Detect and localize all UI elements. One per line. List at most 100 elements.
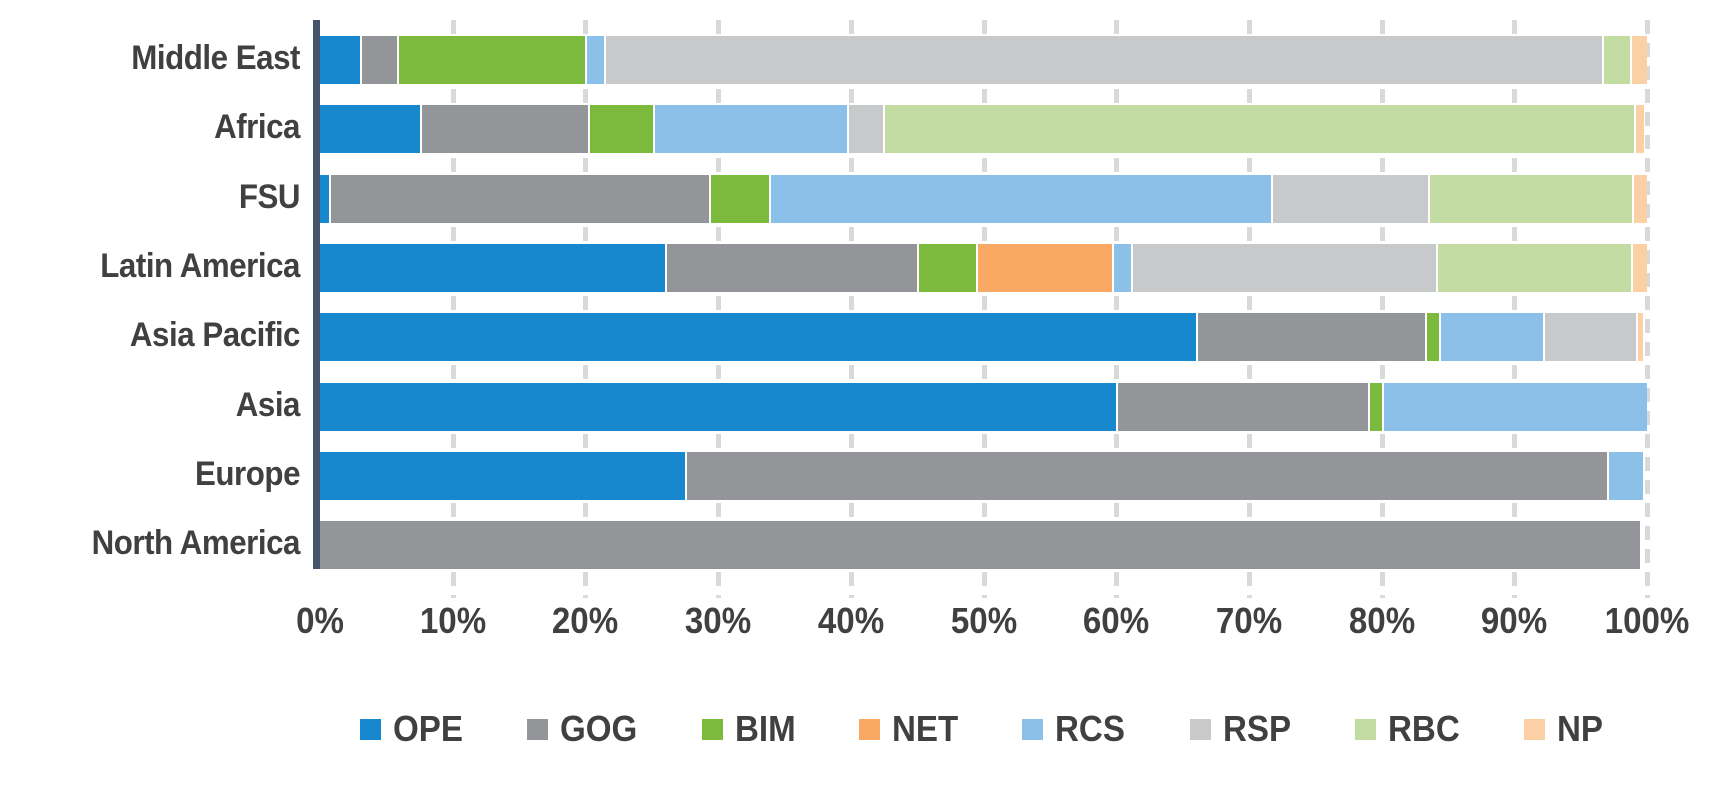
bar-segment-gog: [1116, 382, 1369, 431]
bar-row-latin-america: [320, 243, 1647, 292]
x-tick-label-0: 0%: [296, 600, 344, 641]
gridline-50: [981, 20, 987, 598]
legend-marker-icon: [1354, 718, 1376, 740]
legend-item-bim: BIM: [702, 708, 801, 750]
bar-row-africa: [320, 105, 1647, 154]
bar-segment-ope: [320, 451, 685, 500]
x-tick-label-50: 50%: [950, 600, 1017, 641]
bar-segment-ope: [320, 36, 360, 84]
bar-segment-bim: [708, 174, 769, 223]
bar-segment-rcs: [1438, 313, 1544, 362]
bar-segment-rcs: [653, 105, 847, 154]
y-axis-line: [313, 20, 320, 569]
bar-segment-ope: [320, 105, 420, 154]
bar-row-fsu: [320, 174, 1647, 223]
bar-segment-rcs: [1607, 451, 1643, 500]
x-tick-label-90: 90%: [1481, 600, 1548, 641]
x-tick-label-60: 60%: [1083, 600, 1150, 641]
legend-label: GOG: [560, 708, 638, 749]
gridline-30: [716, 20, 722, 598]
gridline-70: [1246, 20, 1252, 598]
bar-segment-rbc: [1435, 243, 1632, 292]
bar-segment-gog: [419, 105, 589, 154]
bar-segment-bim: [588, 105, 654, 154]
x-tick-label-20: 20%: [552, 600, 619, 641]
bar-row-asia: [320, 382, 1647, 431]
legend-item-rbc: RBC: [1354, 708, 1466, 750]
bar-row-north-america: [320, 521, 1647, 570]
gridline-40: [848, 20, 854, 598]
bar-segment-np: [1632, 174, 1647, 223]
bar-segment-gog: [329, 174, 709, 223]
bar-segment-gog: [320, 521, 1641, 570]
x-tick-label-10: 10%: [419, 600, 486, 641]
bar-row-asia-pacific: [320, 313, 1647, 362]
legend: OPE GOG BIM NET RCS RSP RBC NP: [320, 708, 1647, 750]
bar-segment-rsp: [1130, 243, 1436, 292]
bar-segment-bim: [1425, 313, 1439, 362]
bar-segment-gog: [359, 36, 397, 84]
bar-segment-rcs: [768, 174, 1272, 223]
gridline-60: [1114, 20, 1120, 598]
category-label-asia-pacific: Asia Pacific: [129, 316, 301, 355]
bar-segment-ope: [320, 174, 330, 223]
bar-row-middle-east: [320, 36, 1647, 84]
bar-segment-rcs: [1112, 243, 1131, 292]
legend-label: RSP: [1222, 708, 1291, 749]
bar-row-europe: [320, 451, 1647, 500]
legend-item-rcs: RCS: [1022, 708, 1131, 750]
legend-marker-icon: [1523, 718, 1545, 740]
bar-segment-ope: [320, 382, 1117, 431]
bar-segment-bim: [1368, 382, 1382, 431]
bar-segment-gog: [665, 243, 918, 292]
category-label-north-america: North America: [91, 524, 301, 563]
x-tick-label-40: 40%: [817, 600, 884, 641]
legend-marker-icon: [702, 718, 724, 740]
legend-item-net: NET: [859, 708, 964, 750]
legend-marker-icon: [859, 718, 881, 740]
category-label-africa: Africa: [214, 108, 300, 147]
bar-segment-ope: [320, 313, 1196, 362]
bar-segment-np: [1633, 105, 1645, 154]
gridline-20: [583, 20, 589, 598]
bar-segment-rbc: [1601, 36, 1630, 84]
gridline-10: [450, 20, 456, 598]
legend-label: RCS: [1055, 708, 1126, 749]
legend-label: OPE: [393, 708, 464, 749]
legend-marker-icon: [1022, 718, 1044, 740]
bar-segment-bim: [396, 36, 586, 84]
legend-label: BIM: [735, 708, 797, 749]
bar-segment-rbc: [882, 105, 1634, 154]
x-tick-label-80: 80%: [1348, 600, 1415, 641]
legend-marker-icon: [527, 718, 549, 740]
bar-segment-ope: [320, 243, 666, 292]
bar-segment-gog: [1195, 313, 1426, 362]
bar-segment-gog: [684, 451, 1608, 500]
category-label-latin-america: Latin America: [100, 246, 301, 285]
bar-segment-rsp: [603, 36, 1602, 84]
category-label-europe: Europe: [195, 454, 300, 493]
legend-label: NP: [1556, 708, 1603, 749]
bar-segment-rsp: [1543, 313, 1637, 362]
legend-label: RBC: [1387, 708, 1460, 749]
bar-segment-np: [1631, 243, 1647, 292]
x-tick-label-100: 100%: [1604, 600, 1690, 641]
plot-area: [313, 20, 1650, 598]
gridline-80: [1379, 20, 1385, 598]
gridline-100: [1645, 20, 1650, 598]
bar-segment-rcs: [1381, 382, 1647, 431]
bar-segment-net: [975, 243, 1113, 292]
bar-segment-rbc: [1428, 174, 1633, 223]
category-label-asia: Asia: [235, 385, 301, 424]
bar-segment-np: [1636, 313, 1643, 362]
category-label-middle-east: Middle East: [131, 39, 300, 77]
bar-segment-rsp: [846, 105, 883, 154]
legend-item-rsp: RSP: [1189, 708, 1297, 750]
x-tick-label-70: 70%: [1215, 600, 1283, 641]
gridline-90: [1512, 20, 1518, 598]
bar-segment-np: [1629, 36, 1647, 84]
legend-marker-icon: [1189, 718, 1211, 740]
legend-item-np: NP: [1523, 708, 1607, 750]
category-label-fsu: FSU: [238, 177, 301, 216]
